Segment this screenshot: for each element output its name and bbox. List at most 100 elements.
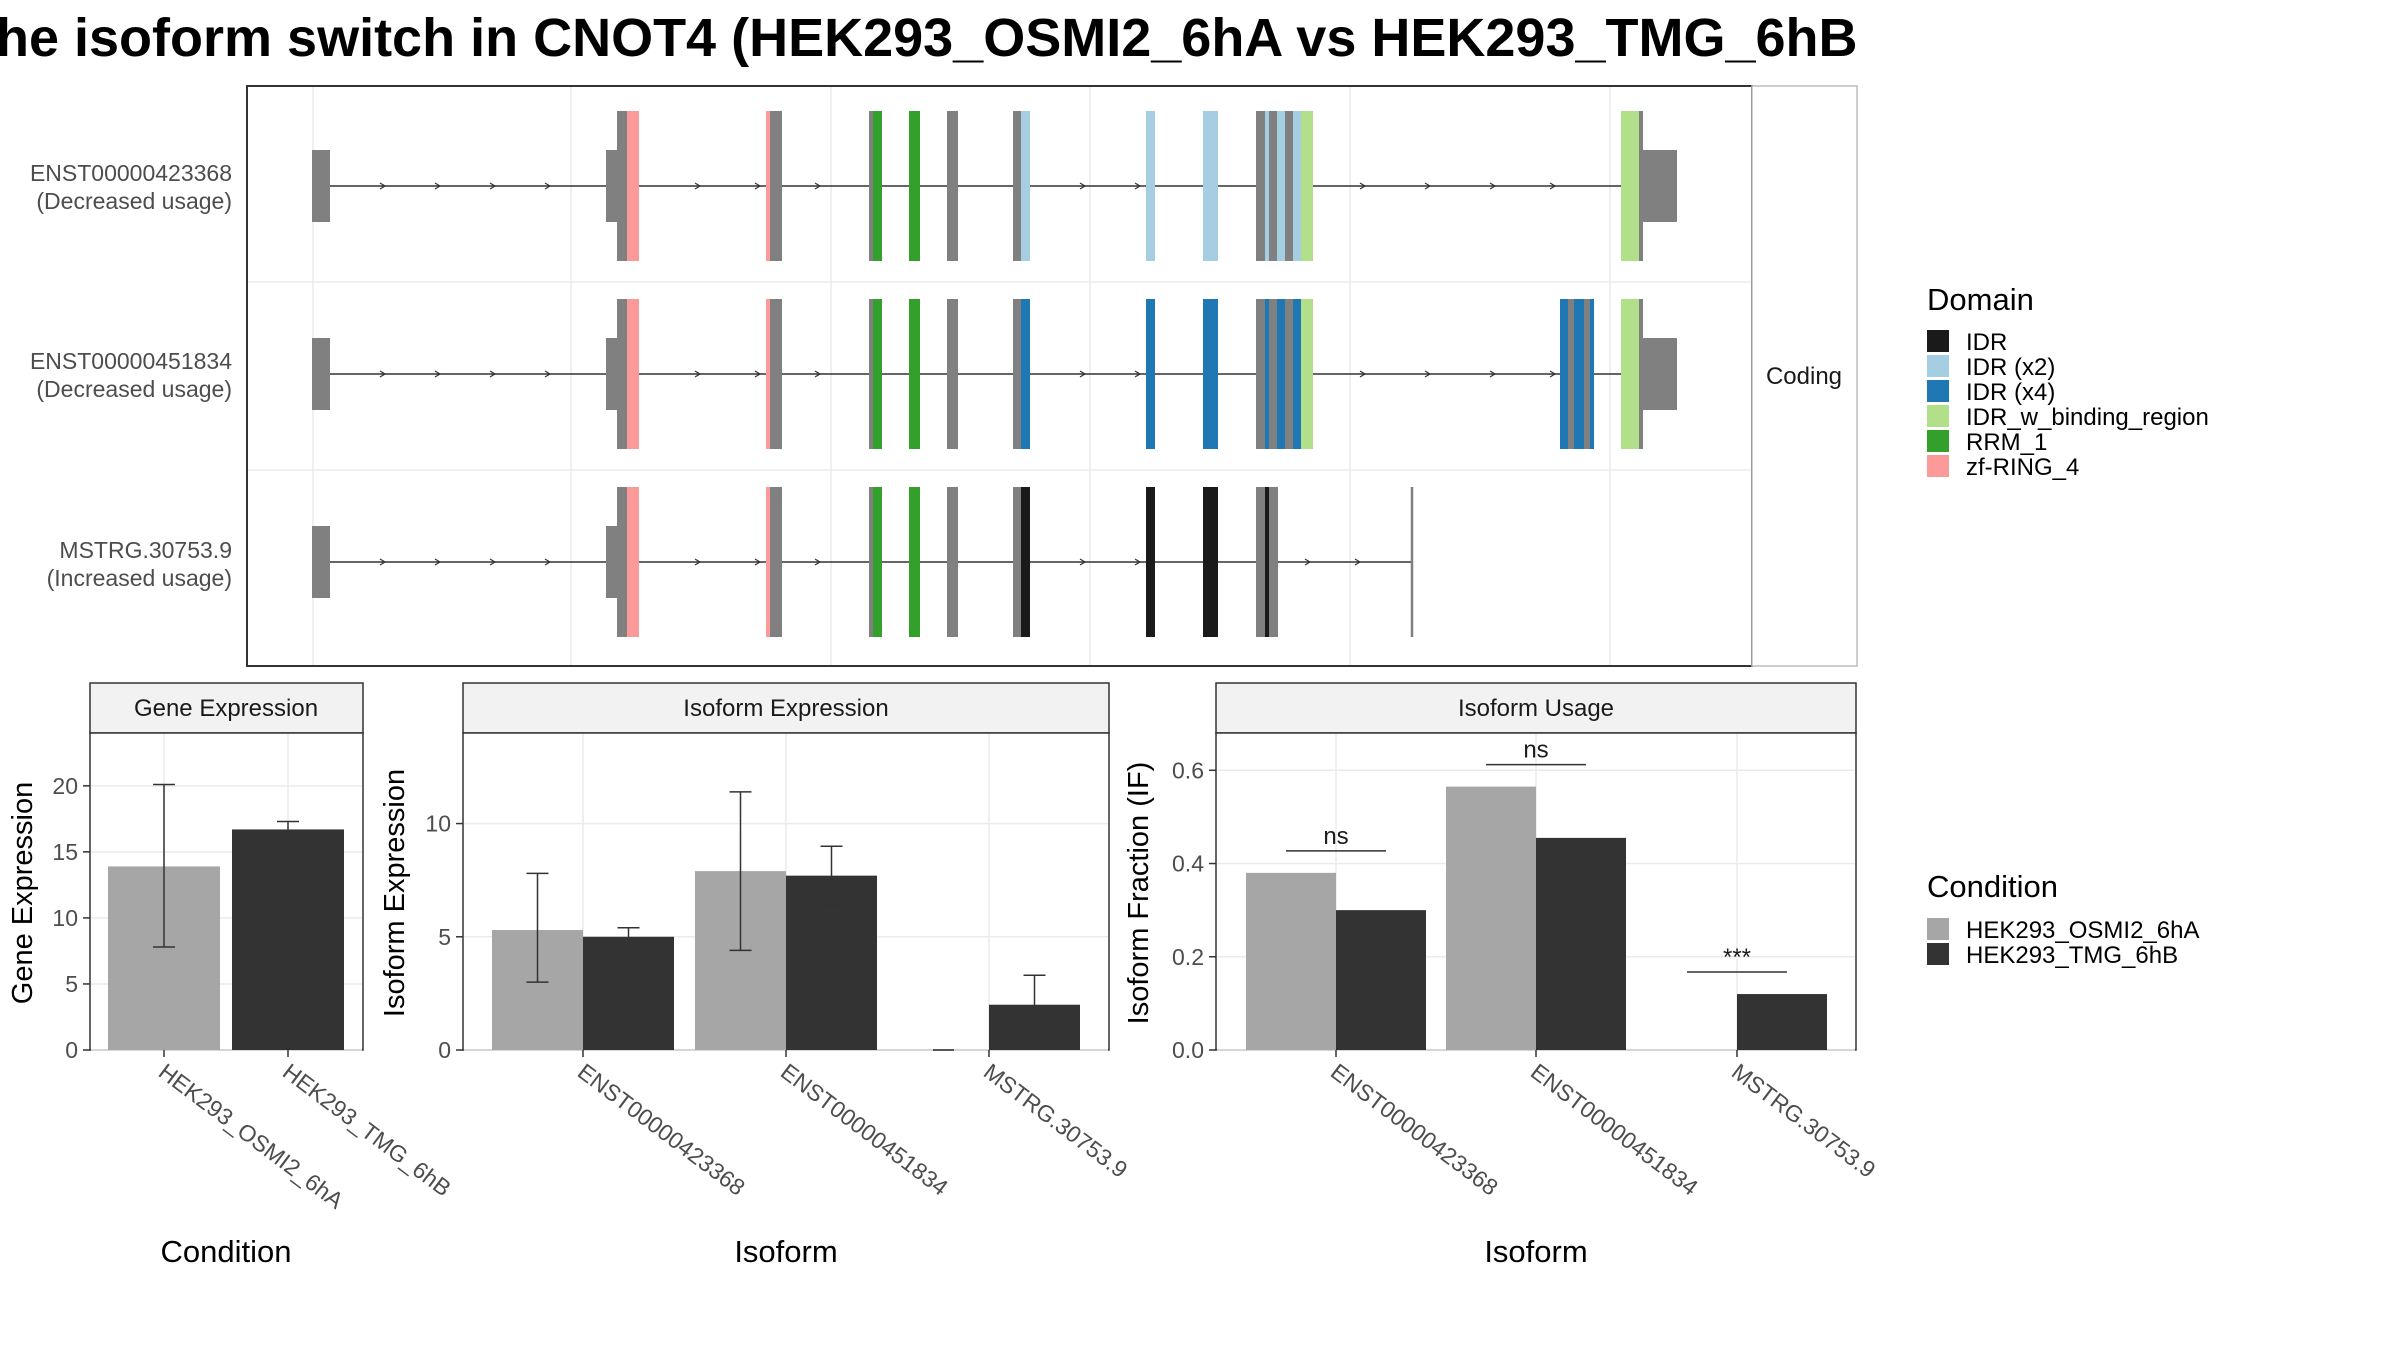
direction-arrow bbox=[434, 182, 442, 190]
isoform-expression-xlabel: Isoform bbox=[734, 1234, 837, 1269]
direction-arrow bbox=[1359, 370, 1367, 378]
domain-legend-label: RRM_1 bbox=[1966, 429, 2047, 456]
direction-arrow bbox=[1134, 182, 1142, 190]
condition-legend-swatch-a bbox=[1927, 918, 1949, 940]
direction-arrow bbox=[754, 182, 762, 190]
structure-transcript-rows bbox=[312, 111, 1677, 637]
data-bar bbox=[583, 936, 674, 1050]
exon-block bbox=[1203, 299, 1218, 449]
domain-legend-swatch bbox=[1927, 355, 1949, 377]
exon-block bbox=[627, 487, 639, 637]
transcript-label-3: MSTRG.30753.9 bbox=[59, 537, 232, 563]
significance-label: ns bbox=[1323, 823, 1348, 850]
direction-arrow bbox=[1424, 182, 1432, 190]
y-tick-label: 0 bbox=[438, 1037, 451, 1063]
exon-block bbox=[1269, 299, 1277, 449]
y-tick-label: 0.4 bbox=[1172, 851, 1204, 877]
exon-block bbox=[1256, 111, 1265, 261]
condition-legend-swatch-b bbox=[1927, 943, 1949, 965]
exon-block bbox=[766, 111, 770, 261]
exon-block bbox=[627, 111, 639, 261]
exon-block bbox=[1013, 299, 1021, 449]
isoform-usage-ylabel: Isoform Fraction (IF) bbox=[1123, 762, 1155, 1025]
domain-legend-swatch bbox=[1927, 380, 1949, 402]
exon-block bbox=[1269, 487, 1278, 637]
transcript-row-3 bbox=[312, 487, 1414, 637]
exon-block bbox=[1568, 299, 1574, 449]
transcript-usage-2: (Decreased usage) bbox=[36, 376, 232, 402]
gene-expression-ylabel: Gene Expression bbox=[7, 782, 39, 1004]
data-bar bbox=[1336, 910, 1426, 1050]
exon-block bbox=[1269, 111, 1277, 261]
y-tick-label: 0.2 bbox=[1172, 944, 1204, 970]
gene-expression-strip bbox=[89, 682, 364, 734]
exon-block bbox=[606, 150, 618, 222]
direction-arrow bbox=[694, 370, 702, 378]
direction-arrow bbox=[379, 182, 387, 190]
exon-block bbox=[617, 487, 627, 637]
exon-block bbox=[1146, 299, 1155, 449]
direction-arrow bbox=[434, 558, 442, 566]
isoform-usage-title: Isoform Usage bbox=[1458, 695, 1614, 722]
direction-arrow bbox=[489, 182, 497, 190]
condition-legend-title: Condition bbox=[1927, 869, 2058, 904]
isoform-usage-strip bbox=[1215, 682, 1857, 734]
isoform-expression-ylabel: Isoform Expression bbox=[379, 769, 411, 1017]
x-tick-label: MSTRG.30753.9 bbox=[979, 1058, 1132, 1183]
direction-arrow bbox=[1424, 370, 1432, 378]
data-bar bbox=[1246, 872, 1336, 1050]
transcript-structure-panel: Coding bbox=[246, 85, 1858, 667]
y-tick-label: 0.0 bbox=[1172, 1037, 1204, 1063]
domain-legend-swatch bbox=[1927, 455, 1949, 477]
x-tick-label: ENST00000423368 bbox=[573, 1058, 750, 1200]
exon-block bbox=[947, 487, 958, 637]
exon-block bbox=[1584, 299, 1590, 449]
condition-legend: Condition HEK293_OSMI2_6hA HEK293_TMG_6h… bbox=[1927, 869, 2199, 969]
gene-expression-title: Gene Expression bbox=[134, 695, 318, 722]
structure-gridlines bbox=[248, 87, 1751, 665]
domain-legend-label: zf-RING_4 bbox=[1966, 454, 2079, 481]
exon-block bbox=[1146, 487, 1155, 637]
direction-arrow bbox=[379, 370, 387, 378]
direction-arrow bbox=[1304, 558, 1312, 566]
exon-block bbox=[1277, 299, 1285, 449]
exon-block bbox=[1013, 111, 1021, 261]
exon-block bbox=[606, 338, 618, 410]
exon-block bbox=[1013, 487, 1021, 637]
exon-block bbox=[1621, 111, 1639, 261]
condition-legend-label-a: HEK293_OSMI2_6hA bbox=[1966, 917, 2199, 944]
transcript-row-1 bbox=[312, 111, 1677, 261]
data-bar bbox=[232, 829, 344, 1050]
y-tick-label: 5 bbox=[65, 971, 78, 997]
exon-block bbox=[1021, 487, 1030, 637]
exon-block bbox=[1293, 111, 1301, 261]
y-tick-label: 5 bbox=[438, 924, 451, 950]
transcript-usage-1: (Decreased usage) bbox=[36, 188, 232, 214]
x-tick-label: ENST00000423368 bbox=[1326, 1058, 1503, 1200]
x-tick-label: ENST00000451834 bbox=[1526, 1058, 1703, 1200]
exon-block bbox=[617, 111, 627, 261]
exon-block bbox=[1639, 111, 1643, 261]
domain-legend-title: Domain bbox=[1927, 282, 2034, 317]
y-tick-label: 20 bbox=[52, 773, 78, 799]
direction-arrow bbox=[544, 370, 552, 378]
direction-arrow bbox=[1549, 370, 1557, 378]
transcript-usage-3: (Increased usage) bbox=[47, 565, 232, 591]
significance-label: *** bbox=[1723, 944, 1751, 971]
direction-arrow bbox=[1354, 558, 1362, 566]
domain-legend-swatch bbox=[1927, 430, 1949, 452]
exon-block bbox=[1146, 111, 1155, 261]
direction-arrow bbox=[754, 370, 762, 378]
direction-arrow bbox=[754, 558, 762, 566]
exon-block bbox=[1203, 111, 1218, 261]
y-tick-label: 15 bbox=[52, 839, 78, 865]
exon-block bbox=[869, 487, 873, 637]
direction-arrow bbox=[544, 182, 552, 190]
exon-block bbox=[1277, 111, 1285, 261]
exon-block bbox=[909, 487, 920, 637]
direction-arrow bbox=[814, 182, 822, 190]
data-bar bbox=[1536, 837, 1626, 1050]
exon-block bbox=[1643, 150, 1677, 222]
exon-block bbox=[947, 111, 958, 261]
